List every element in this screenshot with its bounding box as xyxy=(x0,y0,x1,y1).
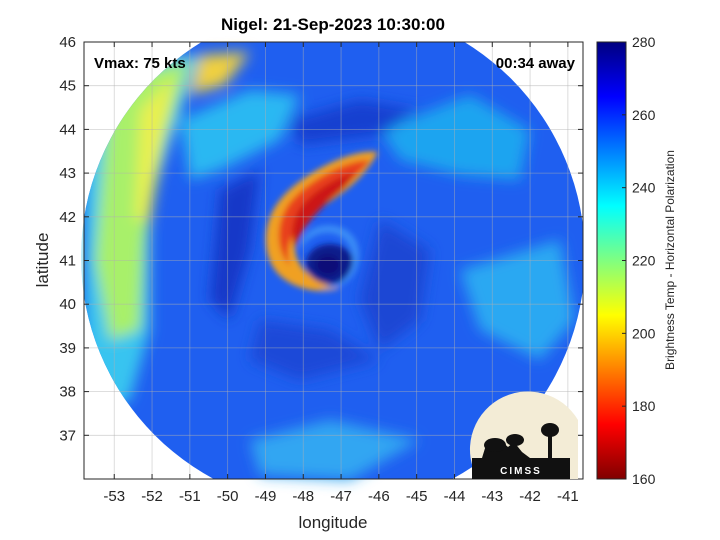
x-tick-label: -49 xyxy=(255,488,277,505)
colorbar-tick-label: 180 xyxy=(632,398,656,414)
colorbar-tick-label: 280 xyxy=(632,34,656,50)
grid xyxy=(84,41,583,479)
x-tick-label: -48 xyxy=(292,488,314,505)
y-tick-label: 37 xyxy=(59,427,76,444)
x-tick-label: -43 xyxy=(481,488,503,505)
colorbar xyxy=(596,41,627,480)
y-tick-label: 42 xyxy=(59,209,76,226)
x-ticks: -53 -52 -51 -50 -49 -48 -47 -46 -45 -44 -43 -42 -41 xyxy=(103,42,579,505)
x-tick-label: -53 xyxy=(103,488,125,505)
x-tick-label: -50 xyxy=(217,488,239,505)
y-tick-label: 43 xyxy=(59,165,76,182)
x-tick-label: -45 xyxy=(406,488,428,505)
y-tick-label: 38 xyxy=(59,384,76,401)
colorbar-tick-label: 160 xyxy=(632,471,656,487)
colorbar-tick-label: 240 xyxy=(632,180,656,196)
y-axis-label: latitude xyxy=(33,233,52,288)
x-tick-label: -46 xyxy=(368,488,390,505)
colorbar-ticks: 160 180 200 220 240 260 280 xyxy=(622,34,656,487)
x-tick-label: -41 xyxy=(557,488,579,505)
y-tick-label: 40 xyxy=(59,296,76,313)
colorbar-label: Brightness Temp - Horizontal Polarizatio… xyxy=(663,150,677,370)
x-tick-label: -42 xyxy=(519,488,541,505)
y-tick-label: 41 xyxy=(59,253,76,270)
x-tick-label: -44 xyxy=(444,488,466,505)
x-axis-label: longitude xyxy=(298,513,367,532)
y-tick-label: 39 xyxy=(59,340,76,357)
colorbar-tick-label: 200 xyxy=(632,325,656,341)
chart-title: Nigel: 21-Sep-2023 10:30:00 xyxy=(221,15,445,34)
y-tick-label: 46 xyxy=(59,34,76,51)
y-ticks: 37 38 39 40 41 42 43 44 45 46 xyxy=(59,34,583,444)
y-tick-label: 45 xyxy=(59,78,76,95)
x-tick-label: -52 xyxy=(141,488,163,505)
vmax-annotation: Vmax: 75 kts xyxy=(94,55,186,72)
x-tick-label: -47 xyxy=(330,488,352,505)
x-tick-label: -51 xyxy=(179,488,201,505)
logo-text: CIMSS xyxy=(500,466,542,477)
y-tick-label: 44 xyxy=(59,121,76,138)
colorbar-tick-label: 260 xyxy=(632,107,656,123)
time-away-annotation: 00:34 away xyxy=(496,55,576,72)
colorbar-tick-label: 220 xyxy=(632,253,656,269)
